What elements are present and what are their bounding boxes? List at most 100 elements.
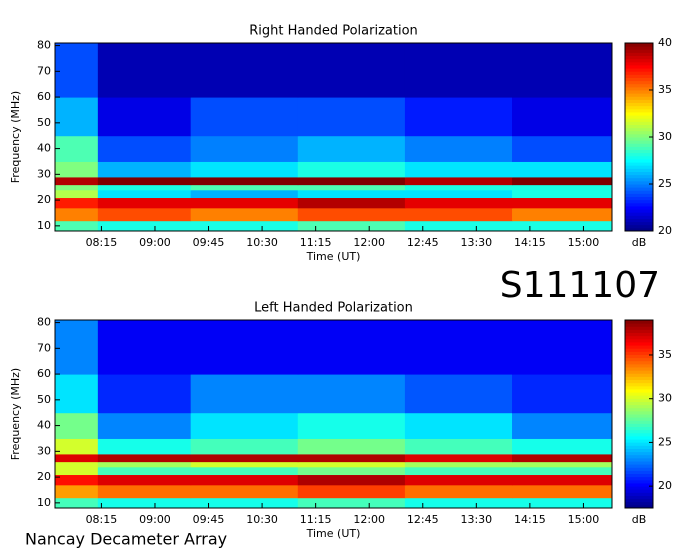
heatmap-cell <box>404 320 513 375</box>
x-tick-label: 14:15 <box>514 236 546 249</box>
x-tick-label: 08:15 <box>86 236 118 249</box>
colorbar-step <box>625 93 653 97</box>
heatmap-cell <box>512 374 613 414</box>
colorbar-step <box>625 373 653 377</box>
chart-title: Left Handed Polarization <box>254 301 413 316</box>
heatmap-cell <box>297 135 406 162</box>
heatmap-cell <box>190 474 299 486</box>
x-tick-label: 15:00 <box>568 513 600 526</box>
heatmap-cell <box>55 320 99 375</box>
colorbar-step <box>625 227 653 232</box>
heatmap-cell <box>97 374 192 414</box>
colorbar-step <box>625 457 653 462</box>
heatmap-cell <box>55 220 99 232</box>
colorbar-step <box>625 174 653 179</box>
heatmap-cell <box>190 438 299 455</box>
heatmap-cell <box>55 43 99 98</box>
y-axis-label: Frequency (MHz) <box>9 91 22 183</box>
heatmap-cell <box>190 220 299 232</box>
heatmap-cell <box>512 497 613 509</box>
colorbar-step <box>625 479 653 484</box>
y-axis-label: Frequency (MHz) <box>9 368 22 460</box>
colorbar-step <box>625 218 653 223</box>
heatmap-cell <box>297 161 406 178</box>
x-axis-label: Time (UT) <box>306 527 361 540</box>
heatmap-cell <box>97 207 192 222</box>
colorbar-step <box>625 68 653 72</box>
heatmap-cell <box>190 207 299 222</box>
colorbar-step <box>625 482 653 487</box>
x-tick-label: 13:30 <box>460 513 492 526</box>
colorbar-step <box>625 115 653 119</box>
colorbar-step <box>625 363 653 368</box>
colorbar-step <box>625 168 653 172</box>
y-tick-label: 70 <box>37 341 51 354</box>
colorbar-step <box>625 199 653 204</box>
heatmap-cell <box>404 207 513 222</box>
heatmap-cell <box>404 220 513 232</box>
colorbar-step <box>625 323 653 327</box>
colorbar-step <box>625 442 653 446</box>
colorbar-step <box>625 171 653 176</box>
heatmap-cell <box>190 497 299 509</box>
heatmap-cell <box>404 474 513 486</box>
heatmap-cell <box>190 43 299 98</box>
heatmap-cell <box>97 135 192 162</box>
y-tick-label: 10 <box>37 219 51 232</box>
colorbar-step <box>625 379 653 384</box>
colorbar-step <box>625 461 653 465</box>
y-tick-label: 10 <box>37 496 51 509</box>
heatmap-cell <box>404 97 513 137</box>
colorbar-step <box>625 205 653 210</box>
colorbar-step <box>625 420 653 424</box>
heatmap-cell <box>190 484 299 499</box>
heatmap-cell <box>97 184 192 191</box>
colorbar-step <box>625 464 653 468</box>
heatmap-cell <box>97 197 192 209</box>
heatmap-cell <box>297 438 406 455</box>
heatmap-cell <box>297 207 406 222</box>
heatmap-cell <box>97 497 192 509</box>
colorbar-step <box>625 351 653 355</box>
heatmap-cell <box>190 184 299 191</box>
heatmap-cell <box>297 43 406 98</box>
heatmap-cell <box>55 461 99 468</box>
colorbar-step <box>625 184 653 188</box>
y-tick-label: 30 <box>37 444 51 457</box>
heatmap-cell <box>97 466 192 476</box>
x-tick-label: 09:45 <box>193 236 225 249</box>
heatmap-cell <box>97 484 192 499</box>
y-tick-label: 60 <box>37 367 51 380</box>
colorbar-step <box>625 476 653 481</box>
heatmap-cell <box>404 43 513 98</box>
colorbar-step <box>625 498 653 503</box>
heatmap-cell <box>190 453 299 463</box>
colorbar-label: dB <box>632 513 647 526</box>
colorbar-step <box>625 52 653 57</box>
colorbar-step <box>625 470 653 475</box>
colorbar-step <box>625 354 653 359</box>
heatmap-cell <box>297 466 406 476</box>
colorbar-step <box>625 341 653 346</box>
heatmap-cell <box>404 484 513 499</box>
heatmap-cell <box>512 43 613 98</box>
colorbar-step <box>625 395 653 399</box>
heatmap-cell <box>512 207 613 222</box>
colorbar-step <box>625 407 653 412</box>
y-tick-label: 80 <box>37 39 51 52</box>
heatmap-cell <box>404 438 513 455</box>
colorbar-tick-label: 40 <box>658 36 672 49</box>
heatmap-cell <box>297 374 406 414</box>
colorbar-step <box>625 143 653 147</box>
heatmap-cell <box>97 438 192 455</box>
colorbar-step <box>625 64 653 69</box>
heatmap-cell <box>297 412 406 439</box>
colorbar-tick-label: 25 <box>658 435 672 448</box>
x-axis-label: Time (UT) <box>306 250 361 263</box>
colorbar-step <box>625 111 653 116</box>
colorbar-step <box>625 102 653 107</box>
heatmap-cell <box>297 474 406 486</box>
colorbar-step <box>625 492 653 496</box>
heatmap-cell <box>512 161 613 178</box>
heatmap-cell <box>55 97 99 137</box>
